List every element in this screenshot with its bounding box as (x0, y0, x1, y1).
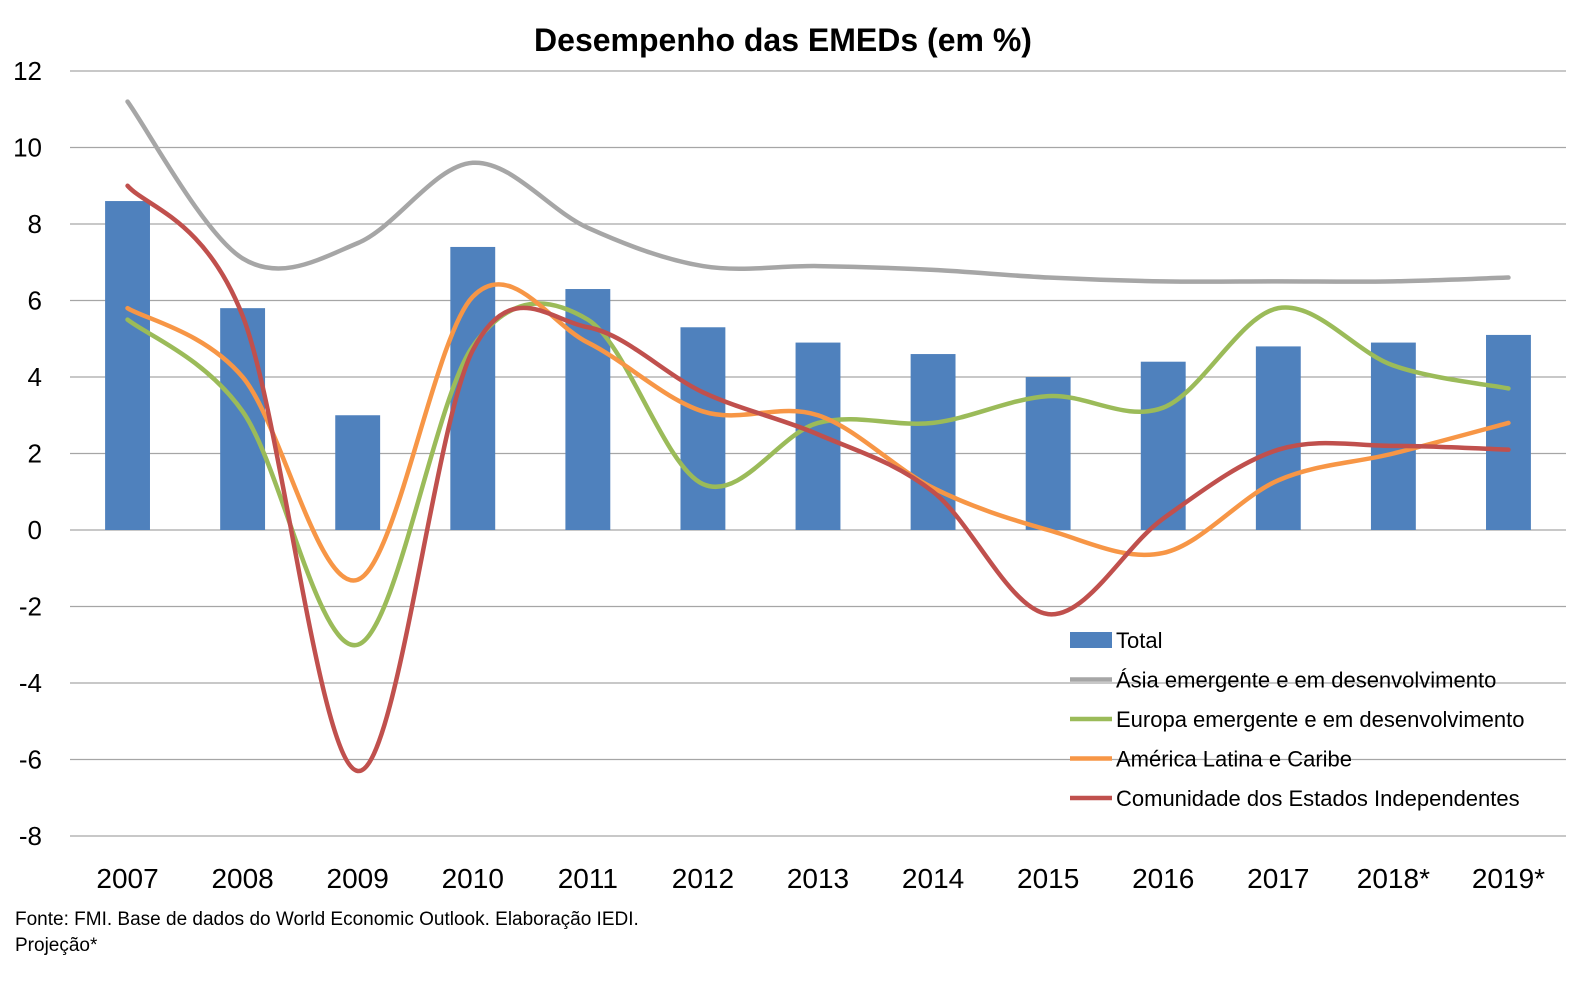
bar-total (335, 415, 381, 530)
y-tick-label: 8 (28, 209, 42, 239)
x-tick-label: 2018* (1357, 863, 1430, 894)
bar-total (105, 201, 150, 531)
bar-total (1486, 334, 1531, 530)
bar-total (1025, 377, 1071, 530)
x-tick-label: 2010 (442, 863, 504, 894)
x-tick-label: 2015 (1017, 863, 1079, 894)
x-axis: 2007 2008 2009 2010 2011 2012 2013 2014 2015 2016… (96, 863, 1545, 894)
bar-series-total (105, 201, 1531, 531)
y-tick-label: -2 (19, 592, 42, 622)
bar-total (1140, 361, 1186, 530)
legend-item-cei: Comunidade dos Estados Independentes (1116, 786, 1520, 811)
y-tick-label: 6 (28, 286, 42, 316)
y-tick-label: -6 (19, 745, 42, 775)
x-tick-label: 2011 (558, 863, 618, 894)
chart-title: Desempenho das EMEDs (em %) (534, 22, 1032, 58)
line-europa (125, 301, 1511, 648)
y-tick-label: 0 (28, 515, 42, 545)
y-tick-label: 2 (28, 439, 42, 469)
y-tick-label: 12 (13, 56, 42, 86)
legend-swatch-total (1070, 632, 1112, 648)
x-tick-label: 2009 (327, 863, 389, 894)
bar-total (910, 354, 956, 530)
bar-total (680, 327, 726, 530)
x-tick-label: 2008 (211, 863, 273, 894)
line-series (125, 99, 1511, 774)
x-tick-label: 2012 (672, 863, 734, 894)
legend: Total Ásia emergente e em desenvolvimento… (1070, 628, 1524, 811)
y-axis: 12 10 8 6 4 2 0 -2 -4 -6 -8 (13, 56, 42, 851)
line-cei (125, 183, 1511, 774)
y-tick-label: 4 (28, 362, 42, 392)
y-tick-label: 10 (13, 133, 42, 163)
bar-total (1370, 342, 1416, 530)
line-asia (125, 99, 1511, 284)
y-tick-label: -8 (19, 821, 42, 851)
bar-total (220, 308, 266, 530)
line-america-latina (125, 282, 1511, 583)
x-tick-label: 2017 (1247, 863, 1309, 894)
x-tick-label: 2013 (787, 863, 849, 894)
y-tick-label: -4 (19, 668, 42, 698)
legend-item-total: Total (1116, 628, 1162, 653)
x-tick-label: 2014 (902, 863, 964, 894)
x-tick-label: 2016 (1132, 863, 1194, 894)
legend-item-asia: Ásia emergente e em desenvolvimento (1116, 668, 1496, 693)
source-note: Fonte: FMI. Base de dados do World Econo… (15, 909, 639, 930)
legend-item-america-latina: América Latina e Caribe (1116, 747, 1352, 772)
x-tick-label: 2019* (1472, 863, 1545, 894)
projection-note: Projeção* (15, 935, 98, 956)
bar-total (1255, 346, 1301, 530)
legend-item-europa: Europa emergente e em desenvolvimento (1116, 707, 1524, 732)
x-tick-label: 2007 (96, 863, 158, 894)
